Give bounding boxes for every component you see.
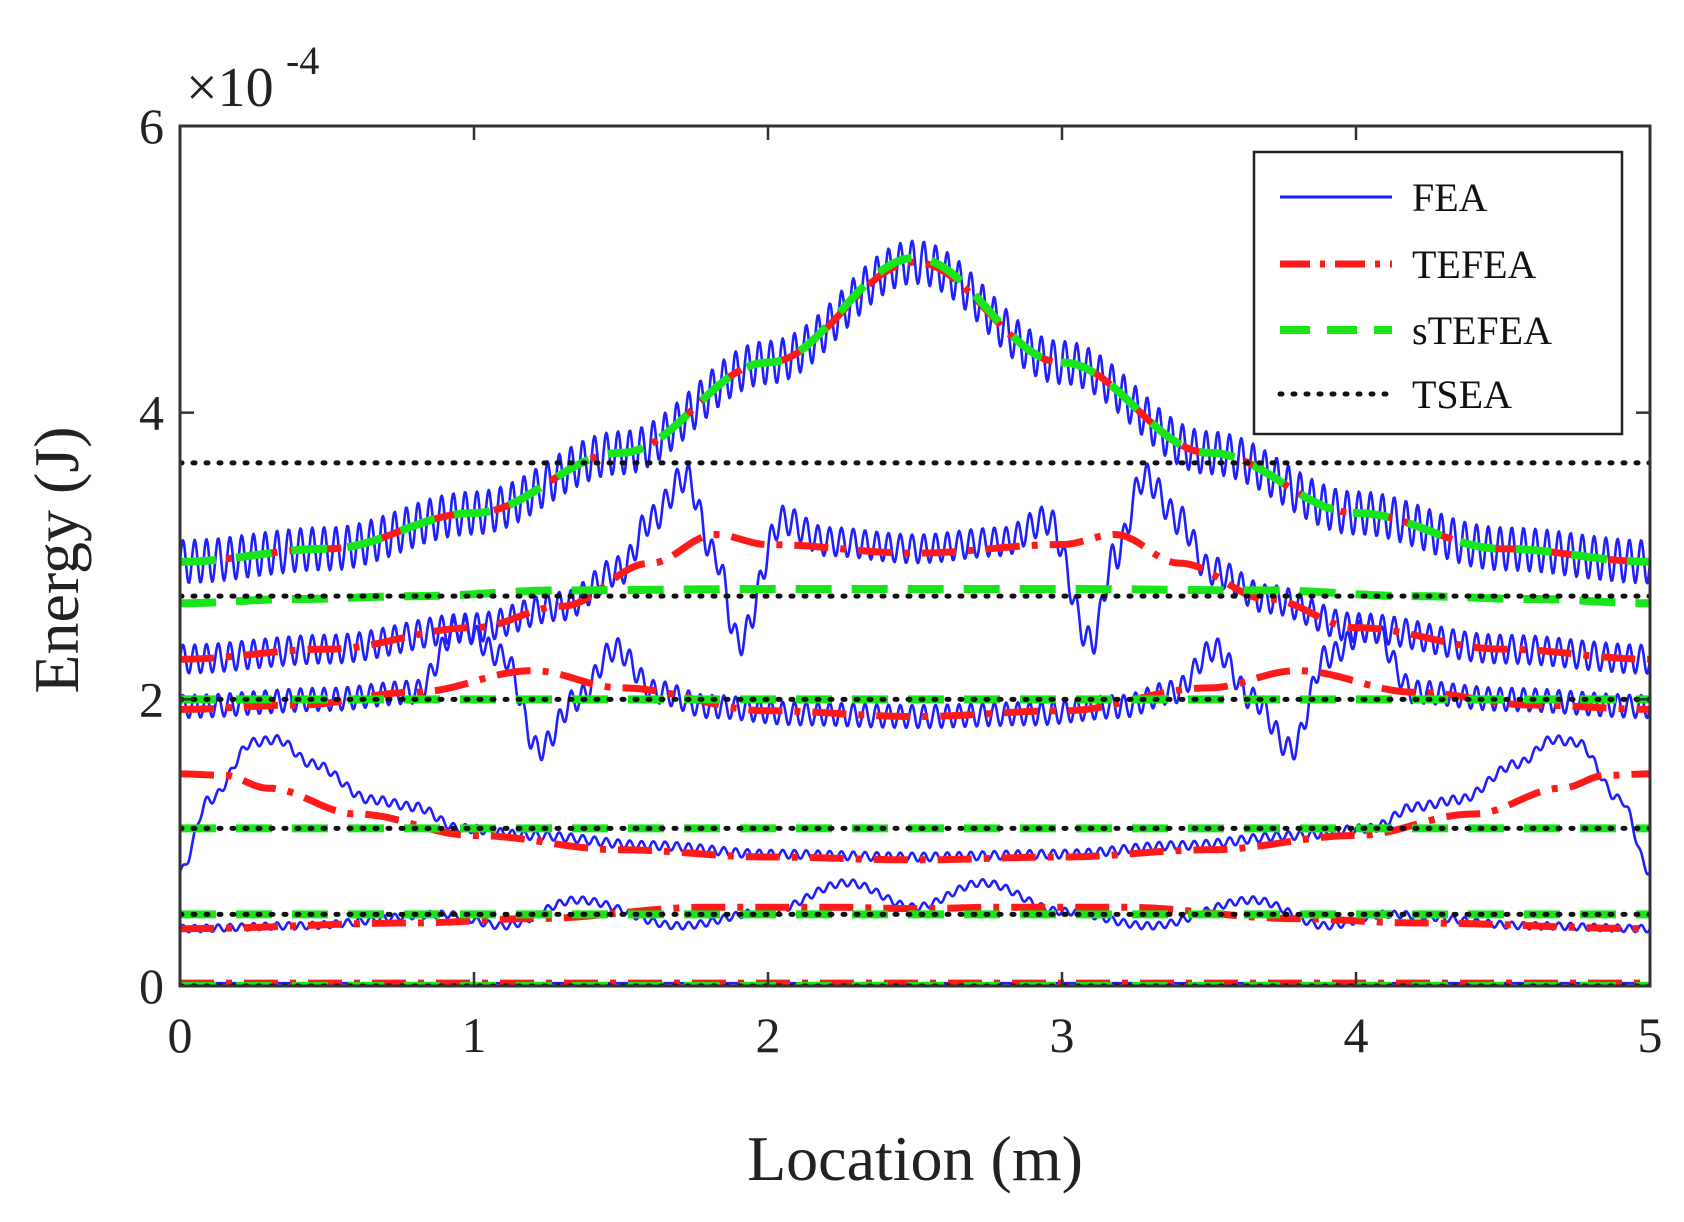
- y-tick-label: 6: [139, 98, 164, 154]
- legend-label-stefea: sTEFEA: [1412, 308, 1552, 353]
- legend-label-tefea: TEFEA: [1412, 242, 1537, 287]
- series-fea-band-3: [180, 614, 1650, 762]
- x-axis-title: Location (m): [747, 1123, 1083, 1194]
- series-fea-band-4: [180, 734, 1650, 876]
- x-tick-label: 3: [1050, 1007, 1075, 1063]
- y-tick-label: 4: [139, 385, 164, 441]
- y-tick-label: 0: [139, 958, 164, 1014]
- series-fea-band-2: [180, 462, 1650, 675]
- series-tefea-band-1: [180, 258, 1650, 566]
- legend-box: [1252, 150, 1624, 436]
- series-layer: [180, 239, 1650, 986]
- legend-label-tsea: TSEA: [1412, 372, 1512, 417]
- series-stefea-band-1: [180, 253, 1650, 566]
- y-scale-exponent: -4: [286, 38, 319, 83]
- y-tick-label: 2: [139, 671, 164, 727]
- y-scale-base: ×10: [186, 57, 274, 119]
- x-tick-label: 0: [168, 1007, 193, 1063]
- series-tefea-band-5: [180, 903, 1650, 933]
- x-tick-label: 5: [1638, 1007, 1663, 1063]
- y-axis-title: Energy (J): [21, 426, 92, 693]
- legend-label-fea: FEA: [1412, 175, 1488, 220]
- tick-layer: 0 1 2 3 4 5 0 2 4 6: [139, 98, 1663, 1063]
- plot-frame: [178, 124, 1652, 988]
- legend: FEA TEFEA sTEFEA TSEA: [1252, 150, 1624, 436]
- x-tick-label: 4: [1344, 1007, 1369, 1063]
- x-tick-label: 2: [756, 1007, 781, 1063]
- x-tick-label: 1: [462, 1007, 487, 1063]
- series-fea-band-1: [180, 239, 1650, 585]
- series-tefea-band-3: [180, 667, 1650, 720]
